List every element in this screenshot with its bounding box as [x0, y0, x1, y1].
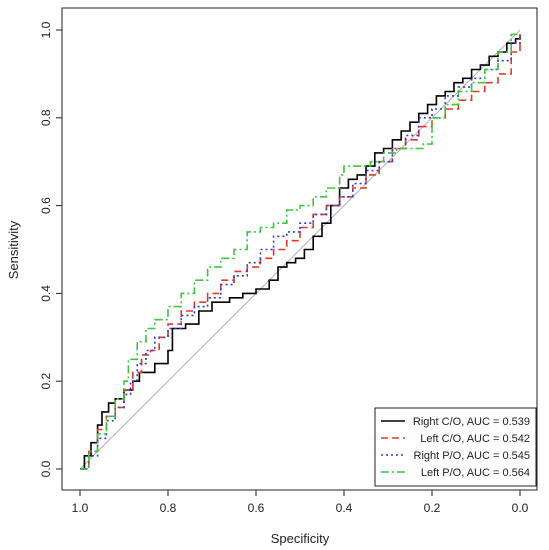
series-line-3	[80, 34, 521, 470]
x-tick-label: 0.6	[248, 501, 265, 515]
reference-diagonal-line	[79, 29, 521, 470]
y-tick-label: 0.8	[39, 109, 53, 126]
legend: Right C/O, AUC = 0.539 Left C/O, AUC = 0.…	[374, 407, 537, 487]
plot-area	[79, 29, 521, 470]
legend-label-1: Right C/O, AUC = 0.539	[413, 416, 530, 428]
y-tick-label: 0.2	[39, 373, 53, 390]
y-tick-label: 1.0	[39, 21, 53, 38]
legend-label-3: Right P/O, AUC = 0.545	[414, 450, 530, 462]
y-tick-label: 0.0	[39, 460, 53, 477]
plot-frame	[61, 7, 538, 491]
x-tick-label: 0.2	[424, 501, 441, 515]
legend-label-2: Left C/O, AUC = 0.542	[420, 433, 530, 445]
series-line-1	[80, 34, 521, 470]
x-tick-label: 0.8	[160, 501, 177, 515]
y-axis-title: Sensitivity	[6, 220, 21, 279]
axes-layer: 1.0 0.8 0.6 0.4 0.2 0.0 0.0 0.2 0.4 0.6 0.8 1.0	[39, 7, 538, 515]
x-tick-label: 0.0	[512, 501, 529, 515]
x-axis-title: Specificity	[271, 531, 330, 546]
y-tick-label: 0.4	[39, 285, 53, 302]
y-tick-label: 0.6	[39, 197, 53, 214]
legend-label-4: Left P/O, AUC = 0.564	[421, 467, 530, 479]
series-layer	[80, 33, 521, 470]
x-tick-label: 0.4	[336, 501, 353, 515]
x-tick-label: 1.0	[72, 501, 89, 515]
